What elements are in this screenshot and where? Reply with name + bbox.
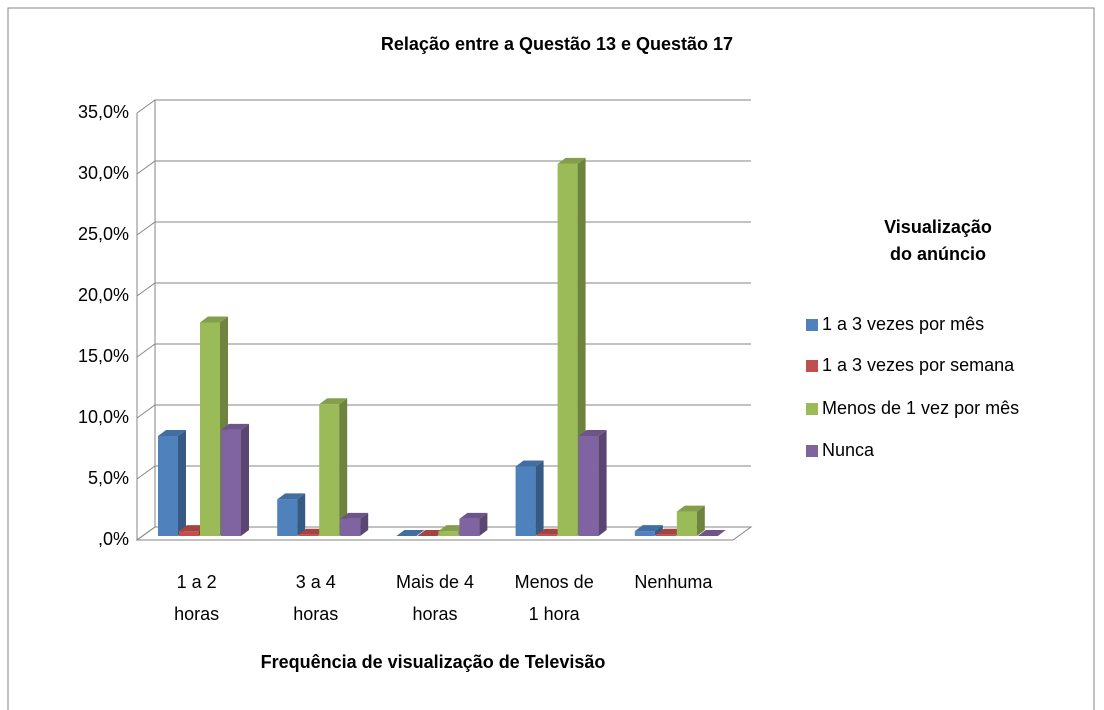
x-tick-label: Mais de 4 horas [395,572,475,624]
bar-side [339,398,348,536]
bar-top [697,530,726,536]
bar-top [396,530,425,536]
grid-line [136,343,751,358]
y-tick-label: ,0% [98,529,129,549]
bar [459,512,488,536]
x-tick-label: 3 a 4 horas [293,572,339,624]
bar-front [340,518,361,536]
chart-frame [7,7,1095,710]
legend-swatch [806,360,818,372]
bar-front [438,531,459,536]
legend-swatch [806,403,818,415]
bar-front [298,534,319,536]
x-tick-label: Menos de 1 hora [514,572,594,624]
bar-front [158,435,178,536]
x-axis-title: Frequência de visualização de Televisão [261,652,606,672]
grid-line [136,282,751,297]
y-tick-label: 25,0% [78,224,129,244]
bar-top [221,423,249,430]
x-tick-label: 1 a 2 horas [174,572,220,624]
bar-front [277,499,298,536]
bar-front [676,511,697,536]
bar-front [536,534,557,536]
bar-front [655,534,676,536]
bar [158,429,186,536]
bar [676,505,705,536]
legend-swatch [806,445,818,457]
bar-front [200,322,220,536]
bar [277,493,306,536]
legend-label: Menos de 1 vez por mês [822,398,1019,418]
y-tick-label: 5,0% [88,468,129,488]
grid-line [136,465,751,480]
grid-line [136,160,751,175]
bar-top [557,157,586,164]
bar-front [221,429,241,536]
legend-label: 1 a 3 vezes por semana [822,355,1015,375]
bar-side [479,512,488,536]
y-tick-label: 30,0% [78,163,129,183]
bar [221,423,249,536]
bar [515,460,544,536]
bar [697,530,726,536]
chart-title: Relação entre a Questão 13 e Questão 17 [381,34,733,54]
bar-top [459,512,488,519]
bar-side [696,505,705,536]
y-tick-label: 15,0% [78,346,129,366]
bar [634,525,663,536]
bar-top [319,398,348,405]
bar-top [158,429,186,436]
y-tick-label: 10,0% [78,407,129,427]
grid-line [136,526,751,541]
bar-top [277,493,306,500]
bar-top [634,525,663,532]
bar [319,398,348,536]
bar [396,530,425,536]
y-tick-label: 20,0% [78,285,129,305]
y-tick-label: 35,0% [78,102,129,122]
bar-front [515,466,536,536]
bar-side [241,423,249,536]
bar [340,512,369,536]
bar-front [578,435,599,536]
legend-title: Visualização do anúncio [884,217,992,264]
bar-side [178,429,186,536]
bar-side [535,460,544,536]
bar-side [654,525,663,536]
bar-side [297,493,306,536]
legend-swatch [806,319,818,331]
grid-line [136,221,751,236]
bar-front [459,518,480,536]
x-tick-label: Nenhuma [634,572,713,592]
bar-top [515,460,544,467]
bar-top [340,512,369,519]
bar-front [634,531,655,536]
bar [578,429,607,536]
bar-top [578,429,607,436]
bar-top [200,316,228,323]
bar-front [557,163,578,536]
bar-side [360,512,369,536]
grid-line [136,99,751,114]
bar-front [179,531,199,536]
bar-side [598,429,607,536]
bar-front [319,404,340,536]
grid-line [136,404,751,419]
legend-label: 1 a 3 vezes por mês [822,314,984,334]
legend-label: Nunca [822,440,875,460]
bar-top [676,505,705,512]
